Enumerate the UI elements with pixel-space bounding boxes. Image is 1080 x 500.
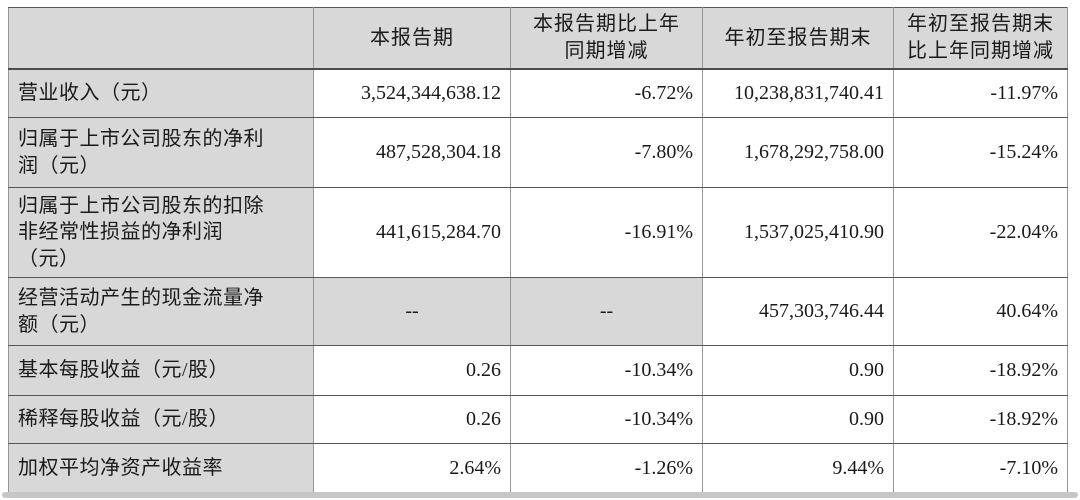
value-cell: 0.90 [702, 345, 894, 396]
row-label: 加权平均净资产收益率 [8, 443, 314, 493]
value-cell: 1,537,025,410.90 [702, 187, 894, 278]
value-cell: -18.92% [893, 345, 1068, 396]
value-cell: 40.64% [893, 277, 1068, 346]
value-cell: 3,524,344,638.12 [313, 68, 511, 118]
header-cell-ytd-yoy: 年初至报告期末 比上年同期增减 [893, 7, 1068, 70]
value-cell: 457,303,746.44 [702, 277, 894, 346]
header-cell-ytd: 年初至报告期末 [702, 7, 894, 70]
value-cell: -22.04% [893, 187, 1068, 278]
value-cell: 0.26 [313, 345, 511, 396]
row-label: 归属于上市公司股东的净利 润（元） [8, 117, 314, 188]
table-row: 稀释每股收益（元/股） 0.26 -10.34% 0.90 -18.92% [8, 395, 1068, 444]
table-row: 归属于上市公司股东的净利 润（元） 487,528,304.18 -7.80% 1,… [8, 117, 1068, 188]
header-row: 本报告期 本报告期比上年 同期增减 年初至报告期末 年初至报告期末 比上年同期增… [8, 7, 1068, 70]
value-cell: 9.44% [702, 443, 894, 493]
value-cell: 0.26 [313, 395, 511, 444]
value-cell: 441,615,284.70 [313, 187, 511, 278]
table-row: 经营活动产生的现金流量净 额（元） -- -- 457,303,746.44 40.6… [8, 277, 1068, 346]
table-row: 归属于上市公司股东的扣除 非经常性损益的净利润 （元） 441,615,284.… [8, 187, 1068, 278]
value-cell: 487,528,304.18 [313, 117, 511, 188]
row-label: 基本每股收益（元/股） [8, 345, 314, 396]
header-cell-current-period: 本报告期 [313, 7, 511, 70]
table-row: 加权平均净资产收益率 2.64% -1.26% 9.44% -7.10% [8, 443, 1068, 493]
table-body: 营业收入（元） 3,524,344,638.12 -6.72% 10,238,831… [8, 68, 1068, 493]
value-cell: -7.10% [893, 443, 1068, 493]
header-cell-current-period-yoy: 本报告期比上年 同期增减 [510, 7, 703, 70]
row-label: 稀释每股收益（元/股） [8, 395, 314, 444]
table-row: 营业收入（元） 3,524,344,638.12 -6.72% 10,238,831… [8, 68, 1068, 118]
value-cell-na: -- [313, 277, 511, 346]
value-cell: -15.24% [893, 117, 1068, 188]
financial-summary-table: 本报告期 本报告期比上年 同期增减 年初至报告期末 年初至报告期末 比上年同期增… [8, 7, 1068, 493]
value-cell: -6.72% [510, 68, 703, 118]
value-cell: 10,238,831,740.41 [702, 68, 894, 118]
header-cell-blank [8, 7, 314, 70]
value-cell-na: -- [510, 277, 703, 346]
page-edge-strip [2, 492, 1078, 498]
value-cell: -18.92% [893, 395, 1068, 444]
value-cell: -7.80% [510, 117, 703, 188]
value-cell: -10.34% [510, 395, 703, 444]
row-label: 营业收入（元） [8, 68, 314, 118]
value-cell: -11.97% [893, 68, 1068, 118]
value-cell: 1,678,292,758.00 [702, 117, 894, 188]
value-cell: 2.64% [313, 443, 511, 493]
value-cell: -10.34% [510, 345, 703, 396]
row-label: 经营活动产生的现金流量净 额（元） [8, 277, 314, 346]
value-cell: 0.90 [702, 395, 894, 444]
row-label: 归属于上市公司股东的扣除 非经常性损益的净利润 （元） [8, 187, 314, 278]
value-cell: -16.91% [510, 187, 703, 278]
value-cell: -1.26% [510, 443, 703, 493]
table-row: 基本每股收益（元/股） 0.26 -10.34% 0.90 -18.92% [8, 345, 1068, 396]
